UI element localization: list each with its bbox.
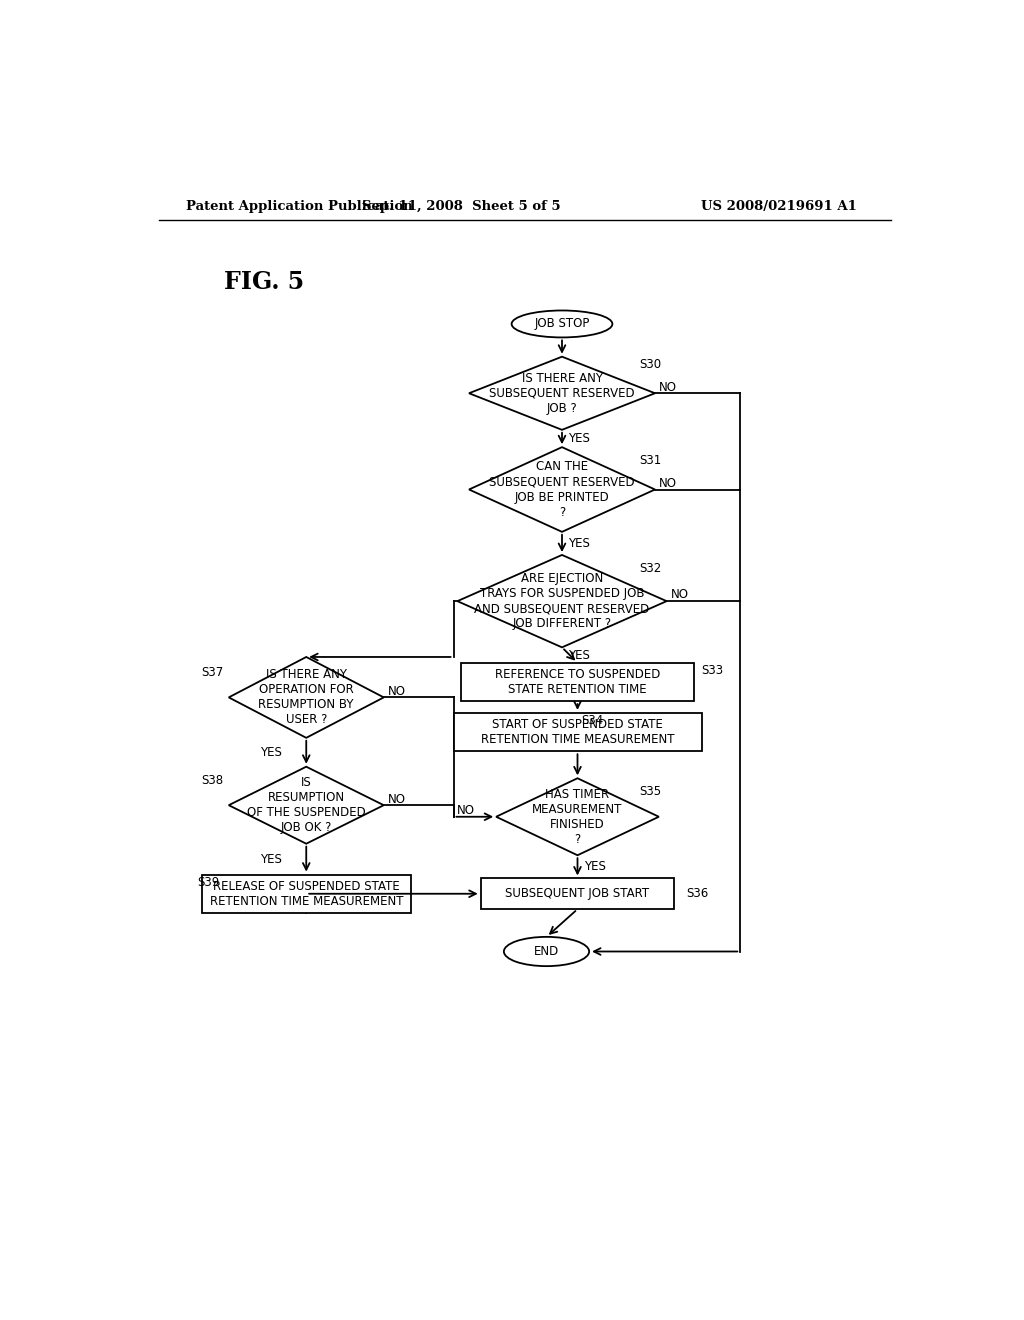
- Text: S33: S33: [701, 664, 724, 677]
- Text: SUBSEQUENT JOB START: SUBSEQUENT JOB START: [506, 887, 649, 900]
- Text: S31: S31: [640, 454, 662, 467]
- Polygon shape: [496, 779, 658, 855]
- Text: IS THERE ANY
OPERATION FOR
RESUMPTION BY
USER ?: IS THERE ANY OPERATION FOR RESUMPTION BY…: [258, 668, 354, 726]
- Text: S35: S35: [640, 785, 662, 797]
- Text: YES: YES: [568, 432, 590, 445]
- Text: S39: S39: [198, 875, 220, 888]
- Text: YES: YES: [568, 537, 590, 550]
- Bar: [202, 874, 411, 913]
- Text: S36: S36: [686, 887, 709, 900]
- Text: RELEASE OF SUSPENDED STATE
RETENTION TIME MEASUREMENT: RELEASE OF SUSPENDED STATE RETENTION TIM…: [210, 879, 403, 908]
- Text: HAS TIMER
MEASUREMENT
FINISHED
?: HAS TIMER MEASUREMENT FINISHED ?: [532, 788, 623, 846]
- Text: YES: YES: [260, 746, 282, 759]
- Text: REFERENCE TO SUSPENDED
STATE RETENTION TIME: REFERENCE TO SUSPENDED STATE RETENTION T…: [495, 668, 660, 696]
- Text: IS THERE ANY
SUBSEQUENT RESERVED
JOB ?: IS THERE ANY SUBSEQUENT RESERVED JOB ?: [489, 372, 635, 414]
- Text: YES: YES: [260, 853, 282, 866]
- Text: S38: S38: [202, 774, 224, 787]
- Text: NO: NO: [671, 589, 688, 602]
- Text: Patent Application Publication: Patent Application Publication: [186, 199, 413, 213]
- Text: IS
RESUMPTION
OF THE SUSPENDED
JOB OK ?: IS RESUMPTION OF THE SUSPENDED JOB OK ?: [247, 776, 366, 834]
- Polygon shape: [228, 767, 384, 843]
- Polygon shape: [469, 356, 655, 430]
- Text: YES: YES: [584, 861, 605, 874]
- Text: NO: NO: [658, 477, 677, 490]
- Bar: [454, 713, 701, 751]
- Ellipse shape: [512, 310, 612, 338]
- Text: S30: S30: [640, 358, 662, 371]
- Text: YES: YES: [568, 648, 590, 661]
- Ellipse shape: [504, 937, 589, 966]
- Polygon shape: [458, 554, 667, 647]
- Text: NO: NO: [458, 804, 475, 817]
- Polygon shape: [469, 447, 655, 532]
- Text: S32: S32: [640, 562, 662, 576]
- Text: CAN THE
SUBSEQUENT RESERVED
JOB BE PRINTED
?: CAN THE SUBSEQUENT RESERVED JOB BE PRINT…: [489, 461, 635, 519]
- Text: JOB STOP: JOB STOP: [535, 317, 590, 330]
- Bar: [480, 878, 675, 909]
- Text: NO: NO: [388, 685, 406, 698]
- Polygon shape: [228, 657, 384, 738]
- Bar: [461, 663, 693, 701]
- Text: NO: NO: [658, 380, 677, 393]
- Text: END: END: [534, 945, 559, 958]
- Text: FIG. 5: FIG. 5: [223, 269, 304, 293]
- Text: NO: NO: [388, 792, 406, 805]
- Text: Sep. 11, 2008  Sheet 5 of 5: Sep. 11, 2008 Sheet 5 of 5: [361, 199, 560, 213]
- Text: S37: S37: [202, 667, 224, 680]
- Text: S34: S34: [582, 714, 603, 727]
- Text: START OF SUSPENDED STATE
RETENTION TIME MEASUREMENT: START OF SUSPENDED STATE RETENTION TIME …: [480, 718, 674, 746]
- Text: US 2008/0219691 A1: US 2008/0219691 A1: [700, 199, 856, 213]
- Text: ARE EJECTION
TRAYS FOR SUSPENDED JOB
AND SUBSEQUENT RESERVED
JOB DIFFERENT ?: ARE EJECTION TRAYS FOR SUSPENDED JOB AND…: [474, 572, 649, 630]
